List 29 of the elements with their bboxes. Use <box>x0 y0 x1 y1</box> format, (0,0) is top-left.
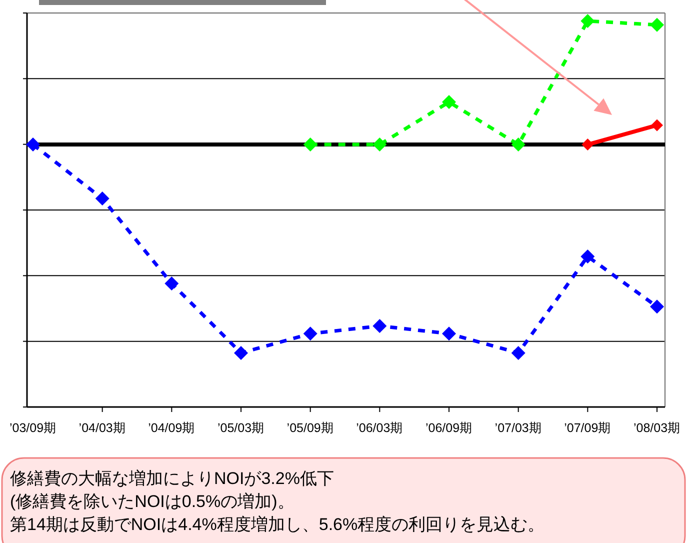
point <box>234 346 248 360</box>
point <box>95 192 110 206</box>
x-tick-label: ’06/09期 <box>425 421 473 435</box>
point <box>442 95 456 110</box>
x-tick-label: ’04/03期 <box>78 421 126 435</box>
x-tick-label: ’07/09期 <box>564 421 612 435</box>
point <box>303 138 318 152</box>
point <box>303 326 318 341</box>
point <box>650 300 664 314</box>
note: 修繕費の大幅な増加によりNOIが3.2%低下 (修繕費を除いたNOIは0.5%の増加)。 第14期は反動でNOIは4.4%程度増加し、5.6%程度の利回りを見込む。 <box>1 457 686 543</box>
x-tick-label: ’05/03期 <box>217 421 265 435</box>
x-tick-label: ’05/09期 <box>286 421 334 435</box>
point <box>580 14 595 28</box>
point <box>651 119 663 132</box>
point <box>650 18 664 32</box>
point <box>582 138 594 151</box>
point <box>442 326 456 341</box>
point <box>372 138 387 152</box>
x-tick-label: ’04/09期 <box>148 421 196 435</box>
x-tick-label: ’07/03期 <box>494 421 542 435</box>
x-tick-label: ’08/03期 <box>633 421 681 435</box>
point <box>372 318 387 333</box>
point <box>511 346 526 360</box>
x-tick-label: ’03/09期 <box>9 421 57 435</box>
x-tick-label: ’06/03期 <box>356 421 404 435</box>
point <box>164 276 179 290</box>
point <box>26 138 40 152</box>
point <box>580 249 595 264</box>
point <box>511 138 526 152</box>
